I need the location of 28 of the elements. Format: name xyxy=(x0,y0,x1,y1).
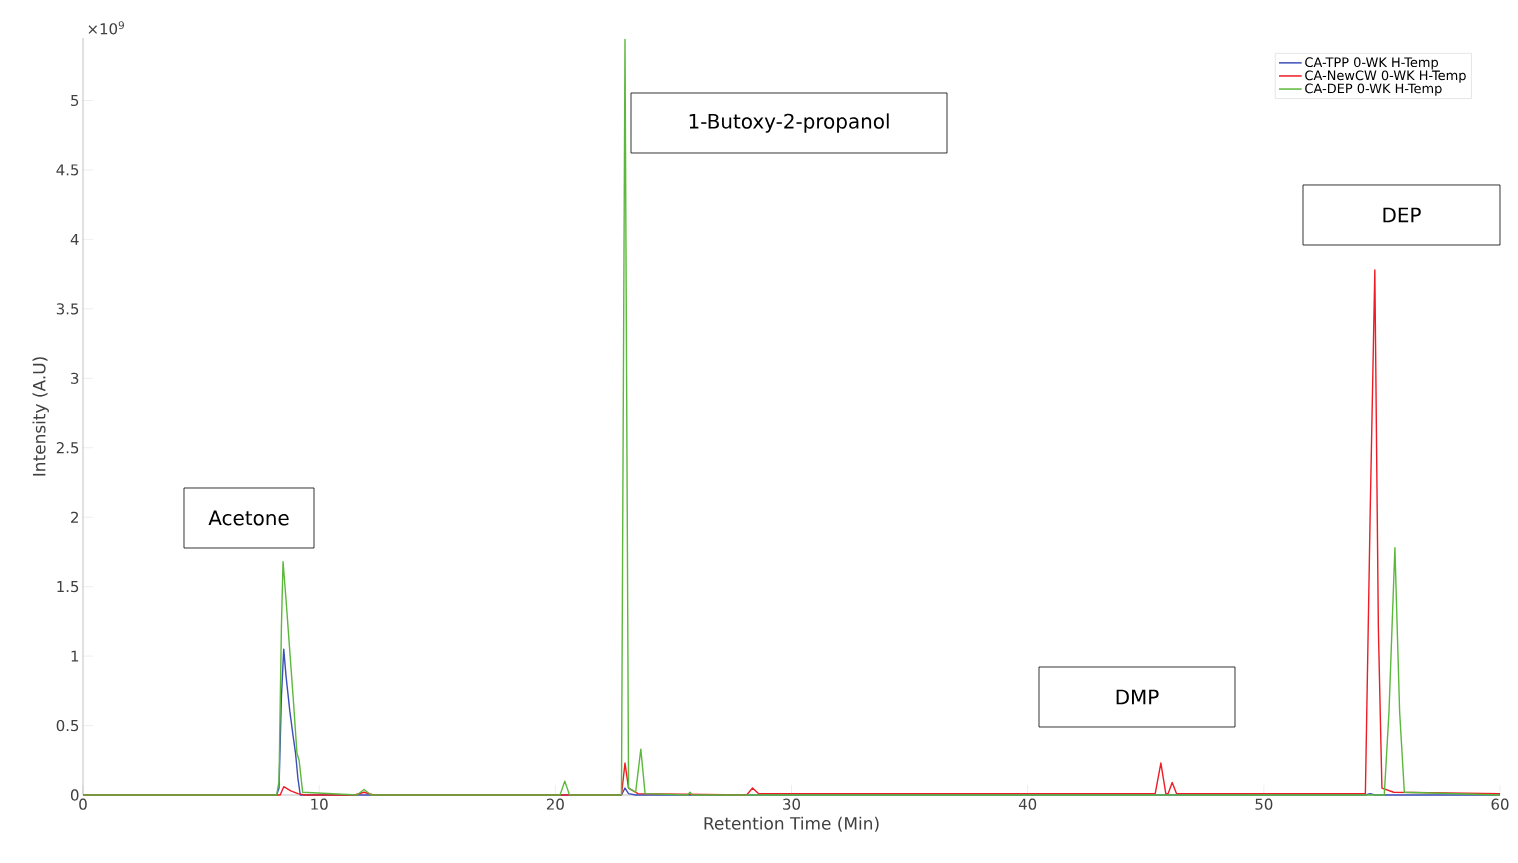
y-tick-label: 3.5 xyxy=(56,303,79,315)
x-tick-label: 40 xyxy=(1018,798,1037,810)
y-tick-label: 0.5 xyxy=(56,719,79,732)
text: ×10$^{9}$ xyxy=(88,21,124,35)
y-tick-label: 5 xyxy=(71,94,79,107)
annotation: DEP xyxy=(1383,207,1421,223)
x-tick-label: 60 xyxy=(1491,798,1509,810)
annotation: 1-Butoxy-2-propanol xyxy=(689,113,889,133)
y-tick-label: 2.5 xyxy=(56,442,79,454)
x-tick-label: 10 xyxy=(311,798,328,810)
y-tick-label: 4.5 xyxy=(56,164,79,176)
y-tick-label: 4 xyxy=(70,233,79,245)
annotation: Acetone xyxy=(208,510,289,526)
x-tick-label: 50 xyxy=(1255,798,1273,810)
legend-label: CA-DEP 0-WK H-Temp xyxy=(1305,83,1442,96)
y-tick-label: 1.5 xyxy=(57,581,79,593)
x-tick-label: 30 xyxy=(783,798,801,810)
x-axis-title: Retention Time (Min) xyxy=(704,816,879,832)
x-tick-label: 0 xyxy=(79,798,87,810)
annotation: DMP xyxy=(1116,689,1159,705)
x-tick-label: 20 xyxy=(546,798,564,810)
y-tick-label: 3 xyxy=(71,372,79,384)
y-tick-label: 0 xyxy=(70,789,79,801)
y-tick-label: 1 xyxy=(71,650,79,662)
legend-label: CA-TPP 0-WK H-Temp xyxy=(1305,57,1439,70)
y-tick-label: 2 xyxy=(71,511,78,523)
legend-label: CA-NewCW 0-WK H-Temp xyxy=(1305,70,1466,83)
y-axis-title: Intensity (A.U) xyxy=(32,357,49,476)
